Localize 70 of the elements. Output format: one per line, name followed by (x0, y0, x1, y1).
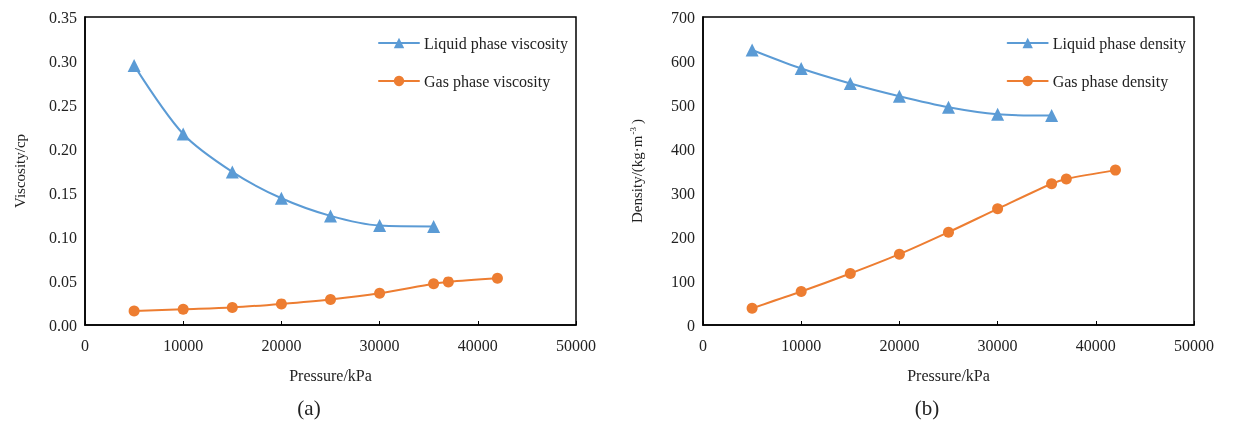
point (991, 107, 1005, 121)
legend-label: Gas phase viscosity (424, 72, 551, 91)
y-tick-label: 500 (671, 96, 695, 114)
point (794, 61, 808, 75)
x-axis-title: Pressure/kPa (907, 366, 990, 384)
y-tick-label: 0 (687, 316, 695, 334)
y-tick-label: 700 (671, 8, 695, 26)
point (892, 89, 906, 103)
point (324, 209, 337, 223)
x-tick-label: 0 (81, 336, 89, 354)
point (127, 58, 141, 72)
y-tick-label: 600 (671, 52, 695, 70)
y-tick-label: 0.00 (49, 316, 77, 334)
point (943, 226, 954, 238)
x-tick-label: 50000 (1174, 336, 1214, 354)
x-tick-label: 50000 (556, 336, 596, 354)
point (844, 268, 856, 280)
y-tick-label: 0.10 (49, 228, 77, 246)
x-tick-label: 30000 (359, 336, 400, 354)
point (1045, 109, 1059, 123)
point (373, 219, 387, 233)
x-tick-label: 30000 (977, 336, 1018, 354)
x-tick-label: 10000 (163, 336, 204, 354)
point (745, 43, 759, 57)
point (177, 303, 189, 315)
x-tick-label: 10000 (781, 336, 822, 354)
y-tick-label: 0.25 (49, 96, 77, 114)
y-tick-label: 0.05 (49, 272, 77, 290)
y-tick-label: 0.20 (49, 140, 77, 158)
y-tick-label: 200 (671, 228, 695, 246)
y-tick-label: 100 (671, 272, 695, 290)
y-tick-label: 300 (671, 184, 695, 202)
point (1109, 164, 1121, 176)
point (893, 248, 905, 260)
legend-label: Liquid phase viscosity (424, 34, 568, 53)
y-tick-label: 400 (671, 140, 695, 158)
y-axis-title: Density/(kg·m-3) (627, 119, 646, 223)
y-tick-label: 0.15 (49, 184, 77, 202)
point (942, 100, 955, 114)
point (746, 302, 758, 314)
x-tick-label: 40000 (457, 336, 498, 354)
x-tick-label: 0 (699, 336, 707, 354)
legend-label: Gas phase density (1052, 72, 1169, 91)
point (427, 219, 441, 233)
point (128, 305, 140, 317)
text: (b) (914, 395, 940, 420)
point (442, 276, 454, 288)
point (225, 165, 239, 179)
text: (a) (297, 395, 321, 420)
point (325, 293, 336, 305)
point (1046, 178, 1058, 190)
point (226, 301, 238, 313)
point (1060, 173, 1072, 185)
x-axis-title: Pressure/kPa (289, 366, 372, 384)
legend-label: Liquid phase density (1052, 34, 1186, 53)
point (274, 191, 288, 205)
point (992, 203, 1004, 215)
point (275, 298, 287, 310)
y-tick-label: 0.30 (49, 52, 77, 70)
point (428, 278, 440, 290)
point (843, 76, 857, 90)
point (176, 127, 190, 141)
point (491, 272, 503, 284)
x-tick-label: 20000 (879, 336, 920, 354)
x-tick-label: 20000 (261, 336, 302, 354)
y-tick-label: 0.35 (49, 8, 77, 26)
x-tick-label: 40000 (1075, 336, 1116, 354)
point (374, 287, 386, 299)
point (795, 286, 807, 298)
y-axis-title: Viscosity/cp (11, 133, 28, 209)
